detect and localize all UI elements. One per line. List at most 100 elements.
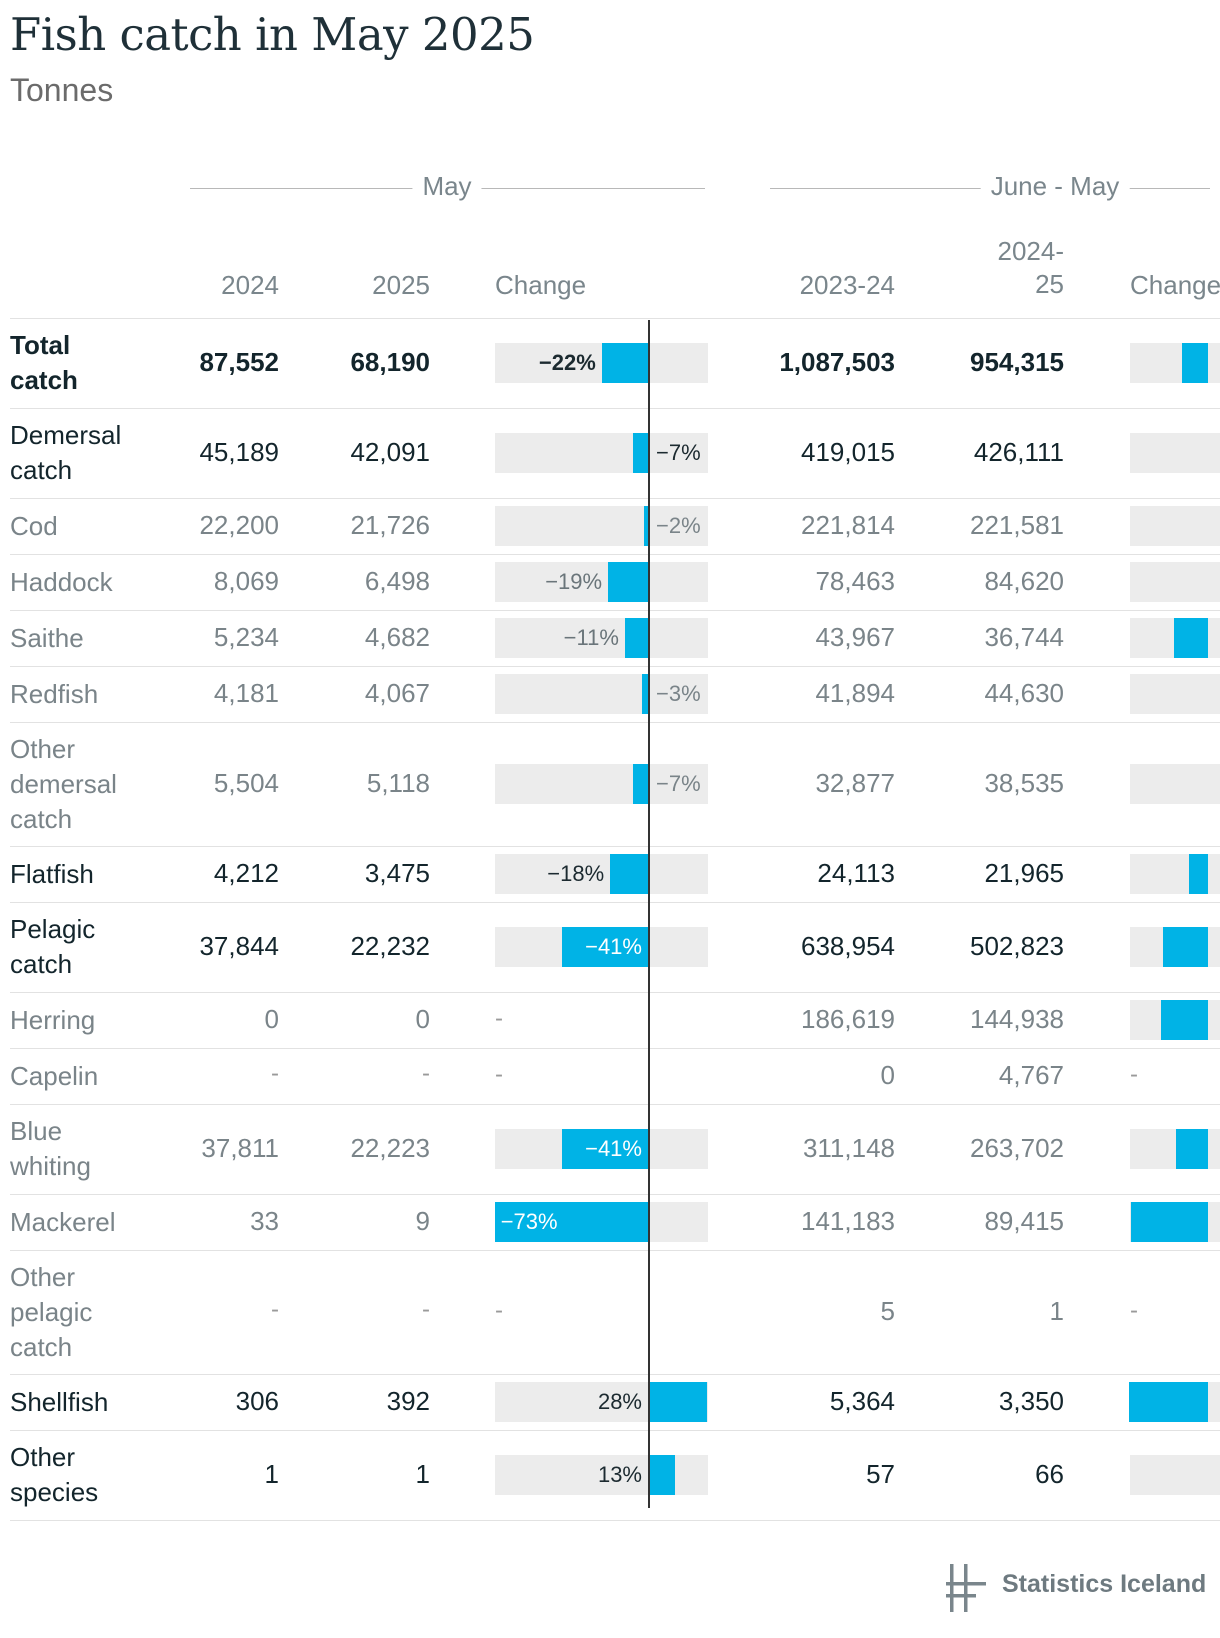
cell-may-2024: 5,234 bbox=[213, 622, 279, 652]
change2-bar bbox=[1163, 927, 1208, 967]
row-label: Flatfish bbox=[10, 858, 94, 889]
cell-june-may-2024-25: 221,581 bbox=[970, 510, 1064, 540]
cell-may-2024: 5,504 bbox=[213, 768, 279, 798]
row-label: Cod bbox=[10, 510, 58, 541]
change-bar-track bbox=[495, 562, 708, 602]
change-label: 13% bbox=[597, 1462, 642, 1487]
cell-june-may-2023-24: 1,087,503 bbox=[779, 347, 895, 377]
cell-may-2025: 68,190 bbox=[350, 347, 430, 377]
row-divider bbox=[10, 318, 1220, 319]
cell-june-may-2023-24: 57 bbox=[866, 1459, 895, 1489]
cell-june-may-2024-25: 4,767 bbox=[998, 1060, 1064, 1090]
cell-may-2024: 33 bbox=[250, 1206, 279, 1236]
change-bar-track bbox=[495, 674, 708, 714]
row-divider bbox=[10, 554, 1220, 555]
change-label: −73% bbox=[500, 1209, 558, 1234]
row-divider bbox=[10, 1194, 1220, 1195]
change-empty-dash: - bbox=[495, 1061, 503, 1088]
cell-may-2024: 45,189 bbox=[199, 437, 279, 467]
change-bar bbox=[624, 618, 648, 658]
cell-may-2025: 3,475 bbox=[364, 858, 430, 888]
cell-may-2025: 6,498 bbox=[364, 566, 430, 596]
cell-may-2025: - bbox=[422, 1296, 430, 1323]
change-label: −11% bbox=[563, 625, 619, 650]
col-header-2024-25: 2024- 25 bbox=[997, 236, 1065, 299]
change-label: −7% bbox=[656, 771, 701, 796]
cell-may-2024: 4,181 bbox=[213, 678, 279, 708]
col-header-2025: 2025 bbox=[372, 270, 430, 300]
cell-june-may-2023-24: 221,814 bbox=[801, 510, 895, 540]
change-bar bbox=[610, 854, 648, 894]
change-bar bbox=[601, 343, 648, 383]
row-divider bbox=[10, 610, 1220, 611]
row-divider bbox=[10, 1374, 1220, 1375]
cell-may-2024: 4,212 bbox=[213, 858, 279, 888]
change-bar bbox=[643, 506, 648, 546]
change2-bar bbox=[1182, 343, 1208, 383]
change-bar bbox=[641, 674, 648, 714]
cell-may-2025: 0 bbox=[415, 1004, 430, 1034]
change2-bar bbox=[1176, 1129, 1208, 1169]
cell-may-2025: 4,682 bbox=[364, 622, 430, 652]
cell-may-2024: 37,811 bbox=[201, 1133, 279, 1163]
cell-may-2024: 22,200 bbox=[199, 510, 279, 540]
group-header-may-label: May bbox=[412, 171, 482, 202]
row-label: Shellfish bbox=[10, 1386, 109, 1417]
change-label: −3% bbox=[656, 681, 701, 706]
cell-june-may-2024-25: 3,350 bbox=[998, 1386, 1064, 1416]
change-bar-track bbox=[495, 854, 708, 894]
cell-june-may-2023-24: 141,183 bbox=[801, 1206, 895, 1236]
cell-june-may-2024-25: 144,938 bbox=[970, 1004, 1064, 1034]
cell-may-2025: 21,726 bbox=[350, 510, 430, 540]
cell-may-2025: 5,118 bbox=[366, 768, 430, 798]
change2-bar bbox=[1130, 1202, 1208, 1242]
change-label: −19% bbox=[545, 569, 603, 594]
cell-may-2025: 4,067 bbox=[364, 678, 430, 708]
cell-may-2024: 0 bbox=[264, 1004, 279, 1034]
cell-june-may-2024-25: 502,823 bbox=[970, 931, 1064, 961]
cell-may-2025: 1 bbox=[415, 1459, 430, 1489]
row-label: Saithe bbox=[10, 622, 84, 653]
row-divider bbox=[10, 992, 1220, 993]
cell-june-may-2024-25: 84,620 bbox=[984, 566, 1064, 596]
cell-may-2025: 42,091 bbox=[350, 437, 430, 467]
group-header-june-may-label: June - May bbox=[980, 171, 1130, 202]
row-label: Other demersal catch bbox=[10, 733, 117, 834]
col-header-change: Change bbox=[495, 270, 587, 300]
cell-june-may-2024-25: 426,111 bbox=[973, 437, 1064, 467]
row-divider bbox=[10, 1520, 1220, 1521]
row-divider bbox=[10, 722, 1220, 723]
brand-name: Statistics Iceland bbox=[1002, 1570, 1207, 1598]
change-bar bbox=[561, 1129, 648, 1169]
change-bar-track bbox=[495, 506, 708, 546]
cell-june-may-2024-25: 38,535 bbox=[984, 768, 1064, 798]
cell-june-may-2023-24: 638,954 bbox=[801, 931, 895, 961]
cell-june-may-2023-24: 41,894 bbox=[815, 678, 895, 708]
change-bar-track bbox=[495, 433, 708, 473]
change2-empty-dash: - bbox=[1130, 1297, 1138, 1324]
cell-may-2024: - bbox=[271, 1060, 279, 1087]
row-label: Total catch bbox=[10, 330, 78, 395]
change2-empty-dash: - bbox=[1130, 1061, 1138, 1088]
cell-june-may-2023-24: 32,877 bbox=[815, 768, 895, 798]
col-header-2024: 2024 bbox=[221, 270, 279, 300]
change-label: 28% bbox=[597, 1389, 642, 1414]
row-label: Herring bbox=[10, 1004, 96, 1035]
group-header-may: May bbox=[190, 168, 705, 208]
row-divider bbox=[10, 902, 1220, 903]
change2-bar-track bbox=[1130, 433, 1220, 473]
change-label: −7% bbox=[656, 440, 701, 465]
change-bar-track bbox=[495, 618, 708, 658]
row-label: Mackerel bbox=[10, 1206, 116, 1237]
cell-may-2025: 22,223 bbox=[350, 1133, 430, 1163]
row-divider bbox=[10, 1430, 1220, 1431]
row-label: Capelin bbox=[10, 1060, 99, 1091]
row-divider bbox=[10, 408, 1220, 409]
cell-june-may-2024-25: 66 bbox=[1035, 1459, 1064, 1489]
row-label: Other species bbox=[10, 1442, 99, 1507]
cell-june-may-2023-24: 419,015 bbox=[801, 437, 895, 467]
cell-june-may-2024-25: 263,702 bbox=[970, 1133, 1064, 1163]
change2-bar-track bbox=[1130, 562, 1220, 602]
col-header-2023-24: 2023-24 bbox=[799, 270, 895, 300]
chart-subtitle: Tonnes bbox=[10, 72, 114, 108]
